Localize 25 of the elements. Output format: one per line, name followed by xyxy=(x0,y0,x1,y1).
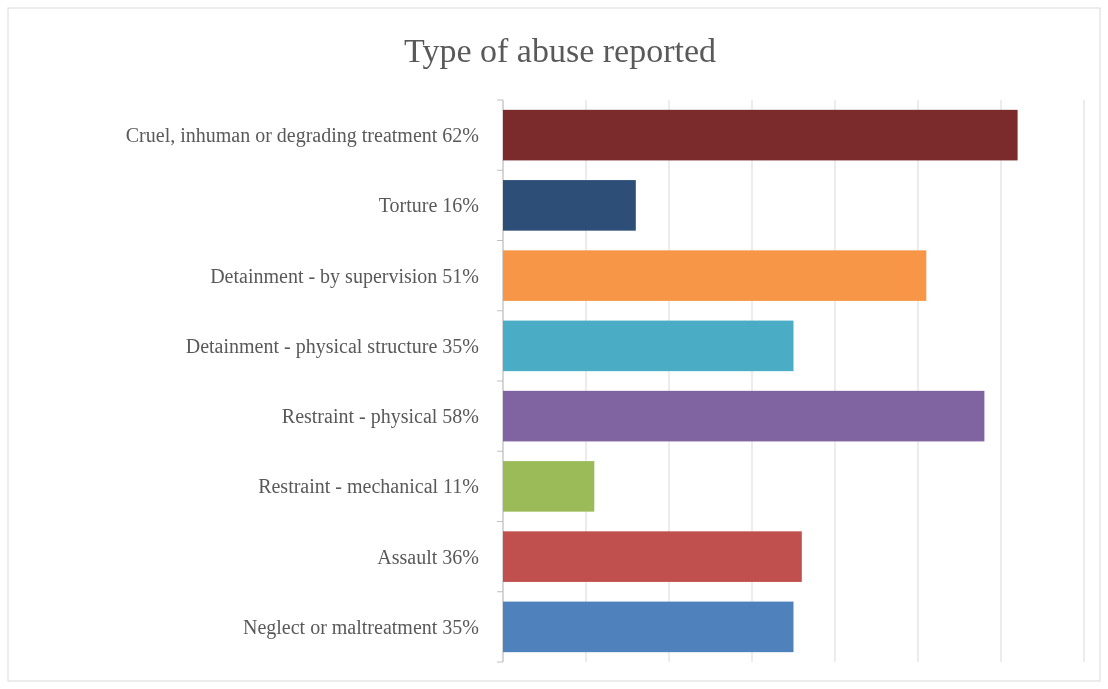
data-label: 58% xyxy=(437,405,479,428)
bar xyxy=(503,109,1018,161)
bar xyxy=(503,320,794,372)
y-tick-label: Cruel, inhuman or degrading treatment xyxy=(125,124,438,148)
chart-title: Type of abuse reported xyxy=(404,32,716,69)
y-tick-label: Restraint - mechanical xyxy=(258,475,439,498)
data-label: 36% xyxy=(437,545,479,568)
bar xyxy=(503,390,985,442)
data-label: 62% xyxy=(437,124,479,147)
data-label: 16% xyxy=(437,194,479,217)
y-tick-label: Assault xyxy=(377,545,438,568)
y-tick-label: Torture xyxy=(378,194,438,217)
bar xyxy=(503,180,636,231)
data-label: 11% xyxy=(438,475,479,498)
y-tick-label: Detainment - by supervision xyxy=(210,264,438,288)
bar xyxy=(503,461,595,512)
y-tick-label: Detainment - physical structure xyxy=(185,334,438,358)
y-tick-label: Restraint - physical xyxy=(281,405,438,429)
bar xyxy=(503,250,927,301)
data-label: 35% xyxy=(437,334,479,357)
bar xyxy=(503,531,802,582)
y-tick-label: Neglect or maltreatment xyxy=(242,615,438,639)
data-label: 35% xyxy=(437,615,479,638)
data-label: 51% xyxy=(437,264,479,287)
bar xyxy=(503,601,794,653)
